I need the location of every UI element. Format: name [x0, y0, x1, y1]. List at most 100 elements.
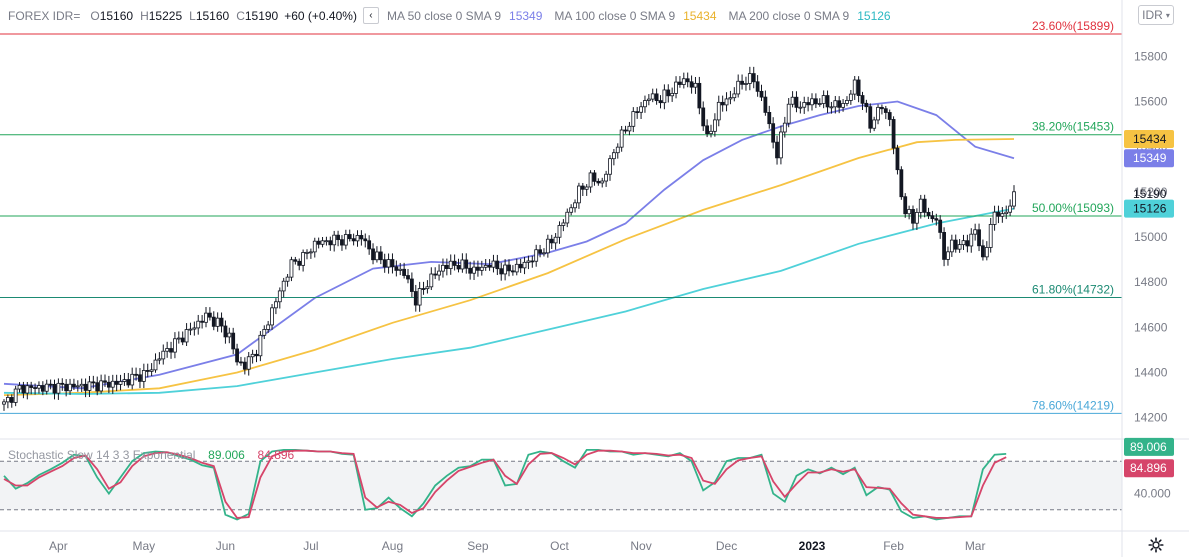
candle — [992, 205, 997, 231]
candle — [5, 394, 10, 409]
candle-body — [64, 383, 69, 392]
candle-body — [549, 238, 554, 244]
candle — [977, 223, 981, 252]
candle — [235, 343, 239, 366]
candle-body — [716, 101, 721, 121]
candle — [52, 379, 57, 400]
candle-body — [499, 268, 504, 275]
candle-body — [608, 158, 612, 175]
candle-body — [813, 98, 818, 105]
candle-body — [806, 102, 811, 106]
ma50-line — [3, 100, 1015, 390]
time-axis-label: Aug — [382, 539, 403, 553]
candle — [953, 234, 958, 253]
time-axis-label: Nov — [630, 539, 651, 553]
candle-body — [277, 290, 282, 303]
currency-button[interactable]: IDR ▾ — [1138, 5, 1174, 25]
fib-level-label: 38.20%(15453) — [1032, 120, 1114, 134]
candle-body — [305, 251, 309, 254]
candle — [732, 87, 737, 102]
candle-body — [666, 89, 671, 97]
candle — [507, 259, 511, 277]
candle — [33, 383, 37, 395]
candle — [596, 178, 601, 186]
candle-body — [246, 356, 251, 370]
chevron-left-icon[interactable]: ‹ — [362, 7, 379, 24]
candle-body — [79, 383, 84, 387]
candle-body — [538, 249, 542, 254]
candle — [779, 125, 783, 165]
candle — [635, 106, 640, 119]
candle — [643, 95, 647, 113]
candle — [852, 76, 857, 100]
candle-body — [91, 381, 96, 384]
gear-icon[interactable] — [1148, 537, 1164, 553]
stochastic-k-value: 89.006 — [208, 448, 245, 462]
close-value: 15190 — [244, 8, 279, 23]
candle-body — [522, 261, 527, 269]
candle-body — [382, 259, 387, 268]
candle — [161, 344, 166, 365]
candle — [95, 376, 100, 396]
time-axis-label: Sep — [467, 539, 489, 553]
candle — [946, 246, 950, 266]
price-axis-label: 14800 — [1134, 275, 1168, 289]
candle — [549, 234, 554, 250]
candle — [650, 88, 655, 103]
candle — [810, 93, 814, 111]
candle-body — [786, 103, 791, 124]
candle — [775, 135, 779, 165]
candle-body — [180, 337, 185, 343]
candle-body — [56, 382, 61, 394]
symbol-legend: FOREX IDR= O 15160 H 15225 L 15160 C 15190 +… — [8, 7, 891, 24]
price-axis-label: 14400 — [1134, 366, 1168, 380]
candle-body — [444, 264, 449, 269]
candle — [534, 244, 539, 267]
stochastic-band — [0, 461, 1122, 510]
candle-body — [165, 348, 170, 352]
candle — [402, 262, 407, 279]
candle-body — [219, 317, 224, 327]
candle-body — [472, 266, 476, 274]
candle — [942, 227, 946, 267]
candle-body — [658, 100, 663, 104]
candle — [308, 248, 313, 259]
candle — [569, 204, 574, 216]
candle-body — [448, 260, 453, 269]
candle-body — [242, 361, 247, 370]
candle-body — [977, 229, 981, 247]
candle — [328, 236, 333, 251]
ma100-value: 15434 — [683, 8, 717, 23]
candle-body — [880, 106, 884, 110]
high-label: H — [140, 8, 149, 23]
candle-body — [693, 82, 698, 88]
candle-body — [841, 103, 845, 108]
candle — [926, 207, 931, 219]
candle — [460, 253, 465, 273]
candle-body — [860, 95, 865, 104]
candle — [1008, 199, 1013, 217]
candle — [184, 323, 189, 347]
candle-body — [965, 240, 970, 247]
candle-body — [697, 82, 702, 109]
candle — [289, 256, 294, 282]
candle-body — [87, 381, 92, 391]
candle — [207, 307, 212, 321]
candle — [841, 99, 845, 112]
candle — [347, 229, 352, 242]
candle-body — [903, 196, 908, 215]
candle — [588, 170, 593, 193]
candle — [763, 90, 768, 116]
candle — [825, 90, 830, 113]
ma200-line — [3, 207, 1015, 395]
candle-body — [29, 385, 34, 388]
candle-body — [72, 383, 76, 388]
ma50-value: 15349 — [509, 8, 543, 23]
candle — [169, 341, 173, 359]
candle — [542, 248, 546, 257]
candle-body — [130, 373, 135, 386]
candle-body — [425, 286, 430, 290]
candle — [17, 382, 22, 393]
candle — [254, 349, 259, 363]
